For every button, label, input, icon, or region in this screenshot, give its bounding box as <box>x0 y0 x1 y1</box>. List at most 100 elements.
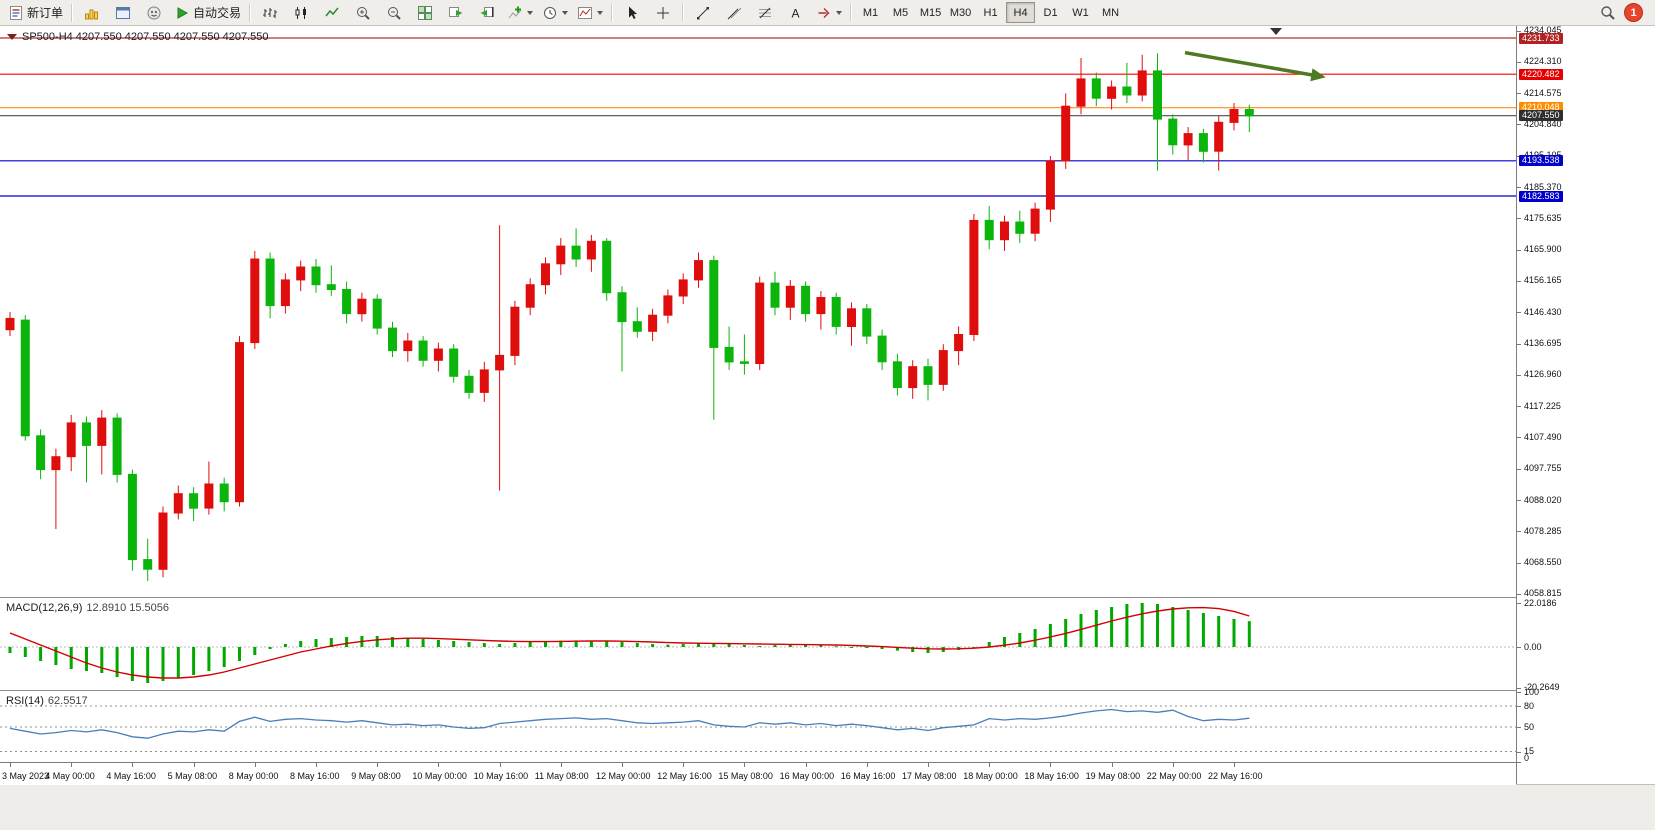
time-tick <box>438 763 440 767</box>
search-icon[interactable] <box>1600 5 1616 21</box>
zoom-out-button[interactable] <box>379 1 409 25</box>
panel-separator[interactable] <box>0 597 1655 599</box>
auto-scroll-button[interactable] <box>441 1 471 25</box>
indicators-button[interactable] <box>503 1 537 25</box>
timeframe-m15-button[interactable]: M15 <box>919 6 942 19</box>
macd-tick-label: -20.2649 <box>1524 682 1560 692</box>
periods-button[interactable] <box>538 1 572 25</box>
time-tick <box>316 763 317 767</box>
axis-tick <box>1517 218 1521 220</box>
axis-tick <box>1517 603 1521 604</box>
main-toolbar: 新订单 自动交易 <box>0 0 1655 26</box>
notification-badge[interactable]: 1 <box>1624 3 1643 22</box>
rsi-plot[interactable] <box>0 692 1516 762</box>
fibonacci-tool-button[interactable] <box>750 1 780 25</box>
timeframe-w1-button[interactable]: W1 <box>1072 6 1089 19</box>
trendline-icon <box>695 5 711 21</box>
time-axis-label: 3 May 2023 <box>2 771 50 781</box>
rsi-panel[interactable]: RSI(14) 62.5517 <box>0 692 1516 762</box>
price-level-badge: 4193.538 <box>1519 155 1563 167</box>
price-axis[interactable]: 4234.045 4224.310 4214.575 4204.840 4195.105… <box>1516 25 1655 784</box>
axis-tick <box>1517 61 1521 63</box>
axis-tick <box>1517 124 1521 126</box>
rsi-name: RSI(14) <box>6 695 44 707</box>
axis-tick <box>1517 343 1521 345</box>
macd-plot[interactable] <box>0 599 1516 690</box>
time-tick <box>683 763 685 767</box>
expert-advisor-icon <box>146 5 162 21</box>
data-window-button[interactable] <box>108 1 138 25</box>
timeframe-h4-button[interactable]: H4 <box>1006 2 1036 23</box>
axis-tick <box>1517 437 1521 439</box>
timeframe-mn-button[interactable]: MN <box>1101 6 1120 19</box>
time-axis-label: 22 May 16:00 <box>1208 771 1263 781</box>
expert-advisors-button[interactable] <box>139 1 169 25</box>
time-tick <box>1111 763 1113 767</box>
macd-name: MACD(12,26,9) <box>6 602 83 614</box>
time-tick <box>499 763 501 767</box>
price-tick-label: 4224.310 <box>1524 56 1562 67</box>
timeframe-h1-button[interactable]: H1 <box>983 6 998 19</box>
new-order-button[interactable]: 新订单 <box>4 1 67 25</box>
time-axis-label: 10 May 00:00 <box>412 771 467 781</box>
price-tick-label: 4088.020 <box>1524 494 1562 505</box>
time-axis-label: 11 May 08:00 <box>534 771 589 781</box>
new-order-label: 新订单 <box>27 6 64 20</box>
arrows-tool-button[interactable] <box>812 1 846 25</box>
channel-tool-button[interactable] <box>719 1 749 25</box>
price-tick-label: 4068.550 <box>1524 557 1562 568</box>
time-tick <box>10 763 11 767</box>
price-level-badge: 4207.550 <box>1519 110 1563 122</box>
macd-panel[interactable]: MACD(12,26,9) 12.8910 15.5056 <box>0 599 1516 690</box>
time-axis-label: 18 May 16:00 <box>1024 771 1079 781</box>
axis-tick <box>1517 751 1521 753</box>
chart-shift-marker[interactable] <box>1270 28 1282 35</box>
line-chart-mode-button[interactable] <box>317 1 347 25</box>
market-watch-button[interactable] <box>77 1 107 25</box>
trend-arrow[interactable] <box>1184 50 1314 77</box>
timeframe-d1-button[interactable]: D1 <box>1043 6 1058 19</box>
tile-windows-button[interactable] <box>410 1 440 25</box>
zoom-in-button[interactable] <box>348 1 378 25</box>
price-tick-label: 4107.490 <box>1524 431 1562 442</box>
candlestick-plot[interactable] <box>0 26 1516 597</box>
axis-tick <box>1517 692 1521 693</box>
timeframe-m5-button[interactable]: M5 <box>892 6 909 19</box>
cursor-tool-button[interactable] <box>617 1 647 25</box>
panel-separator[interactable] <box>0 690 1655 692</box>
zoom-out-icon <box>386 5 402 21</box>
price-level-badge: 4220.482 <box>1519 68 1563 80</box>
text-tool-button[interactable]: A <box>781 1 811 25</box>
rsi-value: 62.5517 <box>47 695 88 707</box>
trendline-tool-button[interactable] <box>688 1 718 25</box>
candles-chart-icon <box>293 5 309 21</box>
time-tick <box>1234 763 1235 767</box>
templates-button[interactable] <box>573 1 607 25</box>
time-axis-label: 12 May 16:00 <box>657 771 712 781</box>
market-watch-icon <box>84 5 100 21</box>
auto-trading-button[interactable]: 自动交易 <box>170 1 245 25</box>
toolbar-separator <box>611 3 614 22</box>
timeframe-m1-button[interactable]: M1 <box>862 6 879 19</box>
axis-tick <box>1517 706 1521 707</box>
tile-windows-icon <box>417 5 433 21</box>
arrows-dropdown-caret <box>836 10 843 15</box>
time-axis-label: 19 May 08:00 <box>1085 771 1141 781</box>
indicators-icon <box>507 5 523 21</box>
bar-chart-mode-button[interactable] <box>255 1 285 25</box>
data-window-icon <box>115 5 131 21</box>
rsi-tick-label: 0 <box>1524 752 1530 763</box>
price-tick-label: 4058.815 <box>1524 588 1562 599</box>
time-axis[interactable]: 3 May 2023 4 May 00:00 4 May 16:00 5 May 08… <box>0 762 1516 785</box>
axis-tick <box>1517 468 1521 470</box>
axis-tick <box>1517 500 1521 501</box>
chart-shift-button[interactable] <box>472 1 502 25</box>
timeframe-m30-button[interactable]: M30 <box>949 6 972 19</box>
trend-arrow-head[interactable] <box>1310 68 1326 82</box>
candle-chart-mode-button[interactable] <box>286 1 316 25</box>
toolbar-right-group: 1 <box>1600 3 1651 22</box>
crosshair-tool-button[interactable] <box>648 1 678 25</box>
price-chart-panel[interactable] <box>0 26 1516 597</box>
toolbar-separator <box>71 3 74 22</box>
axis-tick <box>1517 249 1521 251</box>
